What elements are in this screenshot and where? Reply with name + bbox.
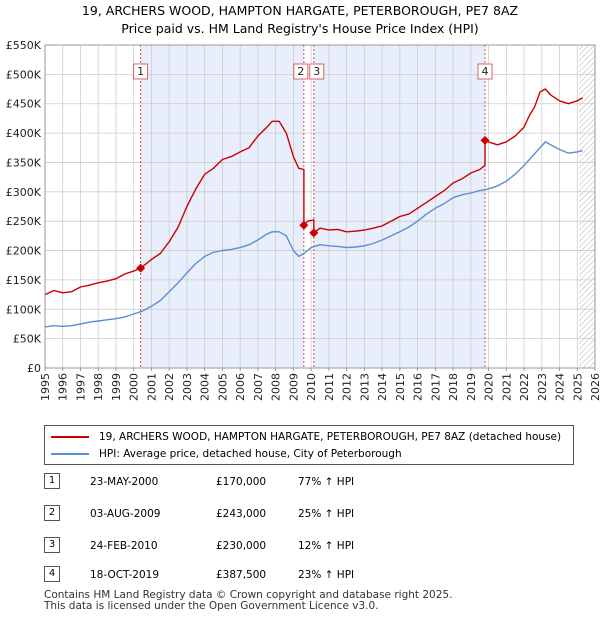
x-tick-label: 1996 bbox=[57, 373, 70, 401]
legend-hpi: HPI: Average price, detached house, City… bbox=[51, 446, 402, 462]
transaction-price: £243,000 bbox=[216, 508, 267, 520]
sale-label-box bbox=[309, 63, 325, 80]
x-tick-label: 2011 bbox=[323, 373, 336, 401]
table-row: 4 18-OCT-2019 £387,500 23% ↑ HPI bbox=[44, 565, 404, 585]
x-tick-label: 2021 bbox=[500, 373, 513, 401]
y-tick-label: £300K bbox=[6, 186, 42, 199]
y-tick-label: £400K bbox=[6, 127, 42, 140]
transaction-number: 1 bbox=[44, 473, 60, 489]
table-row: 1 23-MAY-2000 £170,000 77% ↑ HPI bbox=[44, 472, 404, 492]
x-tick-label: 2024 bbox=[554, 373, 567, 401]
y-tick-label: £500K bbox=[6, 68, 42, 81]
x-tick-label: 2010 bbox=[305, 373, 318, 401]
x-tick-label: 2005 bbox=[216, 373, 229, 401]
x-tick-label: 2015 bbox=[394, 373, 407, 401]
forecast-hatch bbox=[579, 45, 595, 368]
legend-hpi-label: HPI: Average price, detached house, City… bbox=[99, 448, 402, 460]
x-tick-label: 1997 bbox=[74, 373, 87, 401]
transaction-number: 2 bbox=[44, 505, 60, 521]
y-tick-label: £50K bbox=[13, 333, 42, 346]
x-tick-label: 2004 bbox=[199, 373, 212, 401]
x-tick-label: 2025 bbox=[571, 373, 584, 401]
sale-marker bbox=[309, 228, 319, 238]
transaction-price: £230,000 bbox=[216, 540, 267, 552]
x-tick-label: 2002 bbox=[163, 373, 176, 401]
x-tick-label: 2003 bbox=[181, 373, 194, 401]
title-line-2: Price paid vs. HM Land Registry's House … bbox=[121, 21, 479, 36]
plot-border bbox=[44, 44, 596, 369]
chart-title: 19, ARCHERS WOOD, HAMPTON HARGATE, PETER… bbox=[0, 2, 600, 38]
x-tick-label: 2017 bbox=[429, 373, 442, 401]
x-tick-label: 2016 bbox=[412, 373, 425, 401]
y-tick-label: £0 bbox=[27, 362, 41, 375]
y-tick-label: £350K bbox=[6, 156, 42, 169]
x-tick-label: 2022 bbox=[518, 373, 531, 401]
y-tick-label: £550K bbox=[6, 39, 42, 52]
legend-property-swatch bbox=[51, 436, 89, 438]
y-tick-label: £200K bbox=[6, 245, 42, 258]
y-tick-label: £100K bbox=[6, 303, 42, 316]
transaction-hpi: 12% ↑ HPI bbox=[298, 540, 355, 552]
x-tick-label: 2012 bbox=[341, 373, 354, 401]
x-tick-label: 2009 bbox=[287, 373, 300, 401]
sale-label: 3 bbox=[313, 65, 320, 78]
x-tick-label: 2019 bbox=[465, 373, 478, 401]
x-tick-label: 2018 bbox=[447, 373, 460, 401]
sale-marker bbox=[299, 220, 309, 230]
table-row: 3 24-FEB-2010 £230,000 12% ↑ HPI bbox=[44, 536, 404, 556]
transaction-price: £387,500 bbox=[216, 569, 267, 581]
footer: Contains HM Land Registry data © Crown c… bbox=[44, 590, 452, 612]
x-tick-label: 2000 bbox=[128, 373, 141, 401]
x-tick-label: 1995 bbox=[39, 373, 52, 401]
x-tick-label: 2008 bbox=[270, 373, 283, 401]
y-tick-label: £150K bbox=[6, 274, 42, 287]
legend-property-label: 19, ARCHERS WOOD, HAMPTON HARGATE, PETER… bbox=[99, 431, 562, 443]
transaction-date: 18-OCT-2019 bbox=[90, 569, 159, 581]
transaction-price: £170,000 bbox=[216, 476, 267, 488]
footer-line-2: This data is licensed under the Open Gov… bbox=[44, 600, 379, 612]
x-tick-label: 2013 bbox=[358, 373, 371, 401]
legend-hpi-swatch bbox=[51, 453, 89, 455]
x-tick-label: 1998 bbox=[92, 373, 105, 401]
transaction-number: 4 bbox=[44, 566, 60, 582]
sale-label-box bbox=[133, 63, 149, 80]
y-tick-label: £250K bbox=[6, 215, 42, 228]
sale-marker bbox=[480, 135, 490, 145]
sale-label-box bbox=[293, 63, 309, 80]
legend-property: 19, ARCHERS WOOD, HAMPTON HARGATE, PETER… bbox=[51, 429, 561, 445]
x-tick-label: 1999 bbox=[110, 373, 123, 401]
transaction-date: 03-AUG-2009 bbox=[90, 508, 161, 520]
shaded-range bbox=[313, 45, 485, 368]
transaction-hpi: 77% ↑ HPI bbox=[298, 476, 355, 488]
transaction-number: 3 bbox=[44, 537, 60, 553]
x-tick-label: 2014 bbox=[376, 373, 389, 401]
legend: 19, ARCHERS WOOD, HAMPTON HARGATE, PETER… bbox=[44, 425, 574, 465]
x-tick-label: 2026 bbox=[589, 373, 600, 401]
sale-label: 4 bbox=[482, 65, 489, 78]
transaction-date: 23-MAY-2000 bbox=[90, 476, 159, 488]
sale-label-box bbox=[477, 63, 493, 80]
transaction-hpi: 23% ↑ HPI bbox=[298, 569, 355, 581]
footer-line-1: Contains HM Land Registry data © Crown c… bbox=[44, 589, 453, 601]
x-tick-label: 2020 bbox=[483, 373, 496, 401]
title-line-1: 19, ARCHERS WOOD, HAMPTON HARGATE, PETER… bbox=[81, 3, 519, 18]
x-tick-label: 2023 bbox=[536, 373, 549, 401]
sale-marker bbox=[136, 263, 146, 273]
transaction-hpi: 25% ↑ HPI bbox=[298, 508, 355, 520]
hpi-line bbox=[44, 141, 583, 328]
x-tick-label: 2001 bbox=[145, 373, 158, 401]
x-tick-label: 2006 bbox=[234, 373, 247, 401]
x-tick-label: 2007 bbox=[252, 373, 265, 401]
sale-label: 1 bbox=[137, 65, 144, 78]
sale-label: 2 bbox=[297, 65, 304, 78]
transaction-date: 24-FEB-2010 bbox=[90, 540, 158, 552]
table-row: 2 03-AUG-2009 £243,000 25% ↑ HPI bbox=[44, 504, 404, 524]
y-tick-label: £450K bbox=[6, 98, 42, 111]
